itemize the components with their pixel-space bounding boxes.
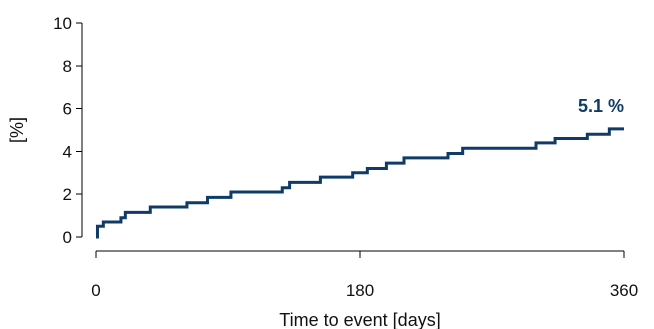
labels-layer: 0 2 4 6 8 10 0 180 360 Time to event [days] [%] 5.1…	[7, 14, 638, 329]
y-tick-label: 6	[63, 100, 72, 119]
y-tick-label: 2	[63, 185, 72, 204]
x-tick-label: 360	[610, 281, 638, 300]
end-value-label: 5.1 %	[578, 96, 624, 116]
cumulative-incidence-line	[95, 127, 624, 239]
y-tick-label: 4	[63, 142, 72, 161]
y-axis-label: [%]	[7, 117, 27, 143]
y-tick-label: 0	[63, 228, 72, 247]
series-layer	[95, 127, 624, 239]
x-axis-label: Time to event [days]	[279, 310, 440, 329]
x-tick-label: 0	[91, 281, 100, 300]
y-tick-label: 10	[53, 14, 72, 33]
axes-layer	[76, 22, 625, 258]
y-tick-label: 8	[63, 57, 72, 76]
x-tick-label: 180	[346, 281, 374, 300]
